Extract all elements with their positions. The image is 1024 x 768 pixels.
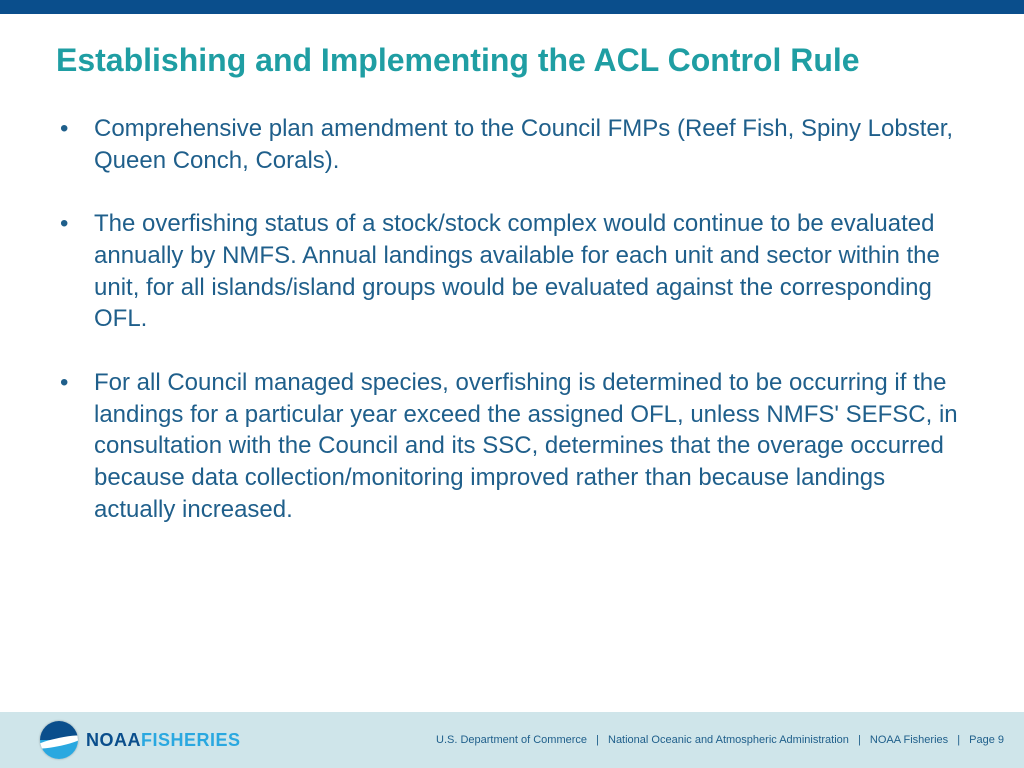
slide: Establishing and Implementing the ACL Co…	[0, 0, 1024, 768]
brand-text: NOAA FISHERIES	[86, 730, 241, 751]
brand-fisheries: FISHERIES	[141, 730, 241, 751]
bullet-item: The overfishing status of a stock/stock …	[56, 208, 968, 335]
brand-block: NOAA FISHERIES	[40, 721, 241, 759]
noaa-logo-icon	[40, 721, 78, 759]
footer-page: Page 9	[969, 734, 1004, 746]
footer-text: U.S. Department of Commerce | National O…	[436, 734, 1004, 746]
footer-bar: NOAA FISHERIES U.S. Department of Commer…	[0, 712, 1024, 768]
bullet-list: Comprehensive plan amendment to the Coun…	[56, 113, 968, 525]
brand-noaa: NOAA	[86, 730, 141, 751]
footer-separator: |	[858, 734, 861, 746]
bullet-item: Comprehensive plan amendment to the Coun…	[56, 113, 968, 176]
footer-admin: National Oceanic and Atmospheric Adminis…	[608, 734, 849, 746]
footer-separator: |	[957, 734, 960, 746]
footer-org: NOAA Fisheries	[870, 734, 948, 746]
top-accent-bar	[0, 0, 1024, 14]
footer-separator: |	[596, 734, 599, 746]
footer-dept: U.S. Department of Commerce	[436, 734, 587, 746]
slide-title: Establishing and Implementing the ACL Co…	[56, 42, 968, 79]
slide-content: Establishing and Implementing the ACL Co…	[0, 14, 1024, 712]
bullet-item: For all Council managed species, overfis…	[56, 367, 968, 525]
